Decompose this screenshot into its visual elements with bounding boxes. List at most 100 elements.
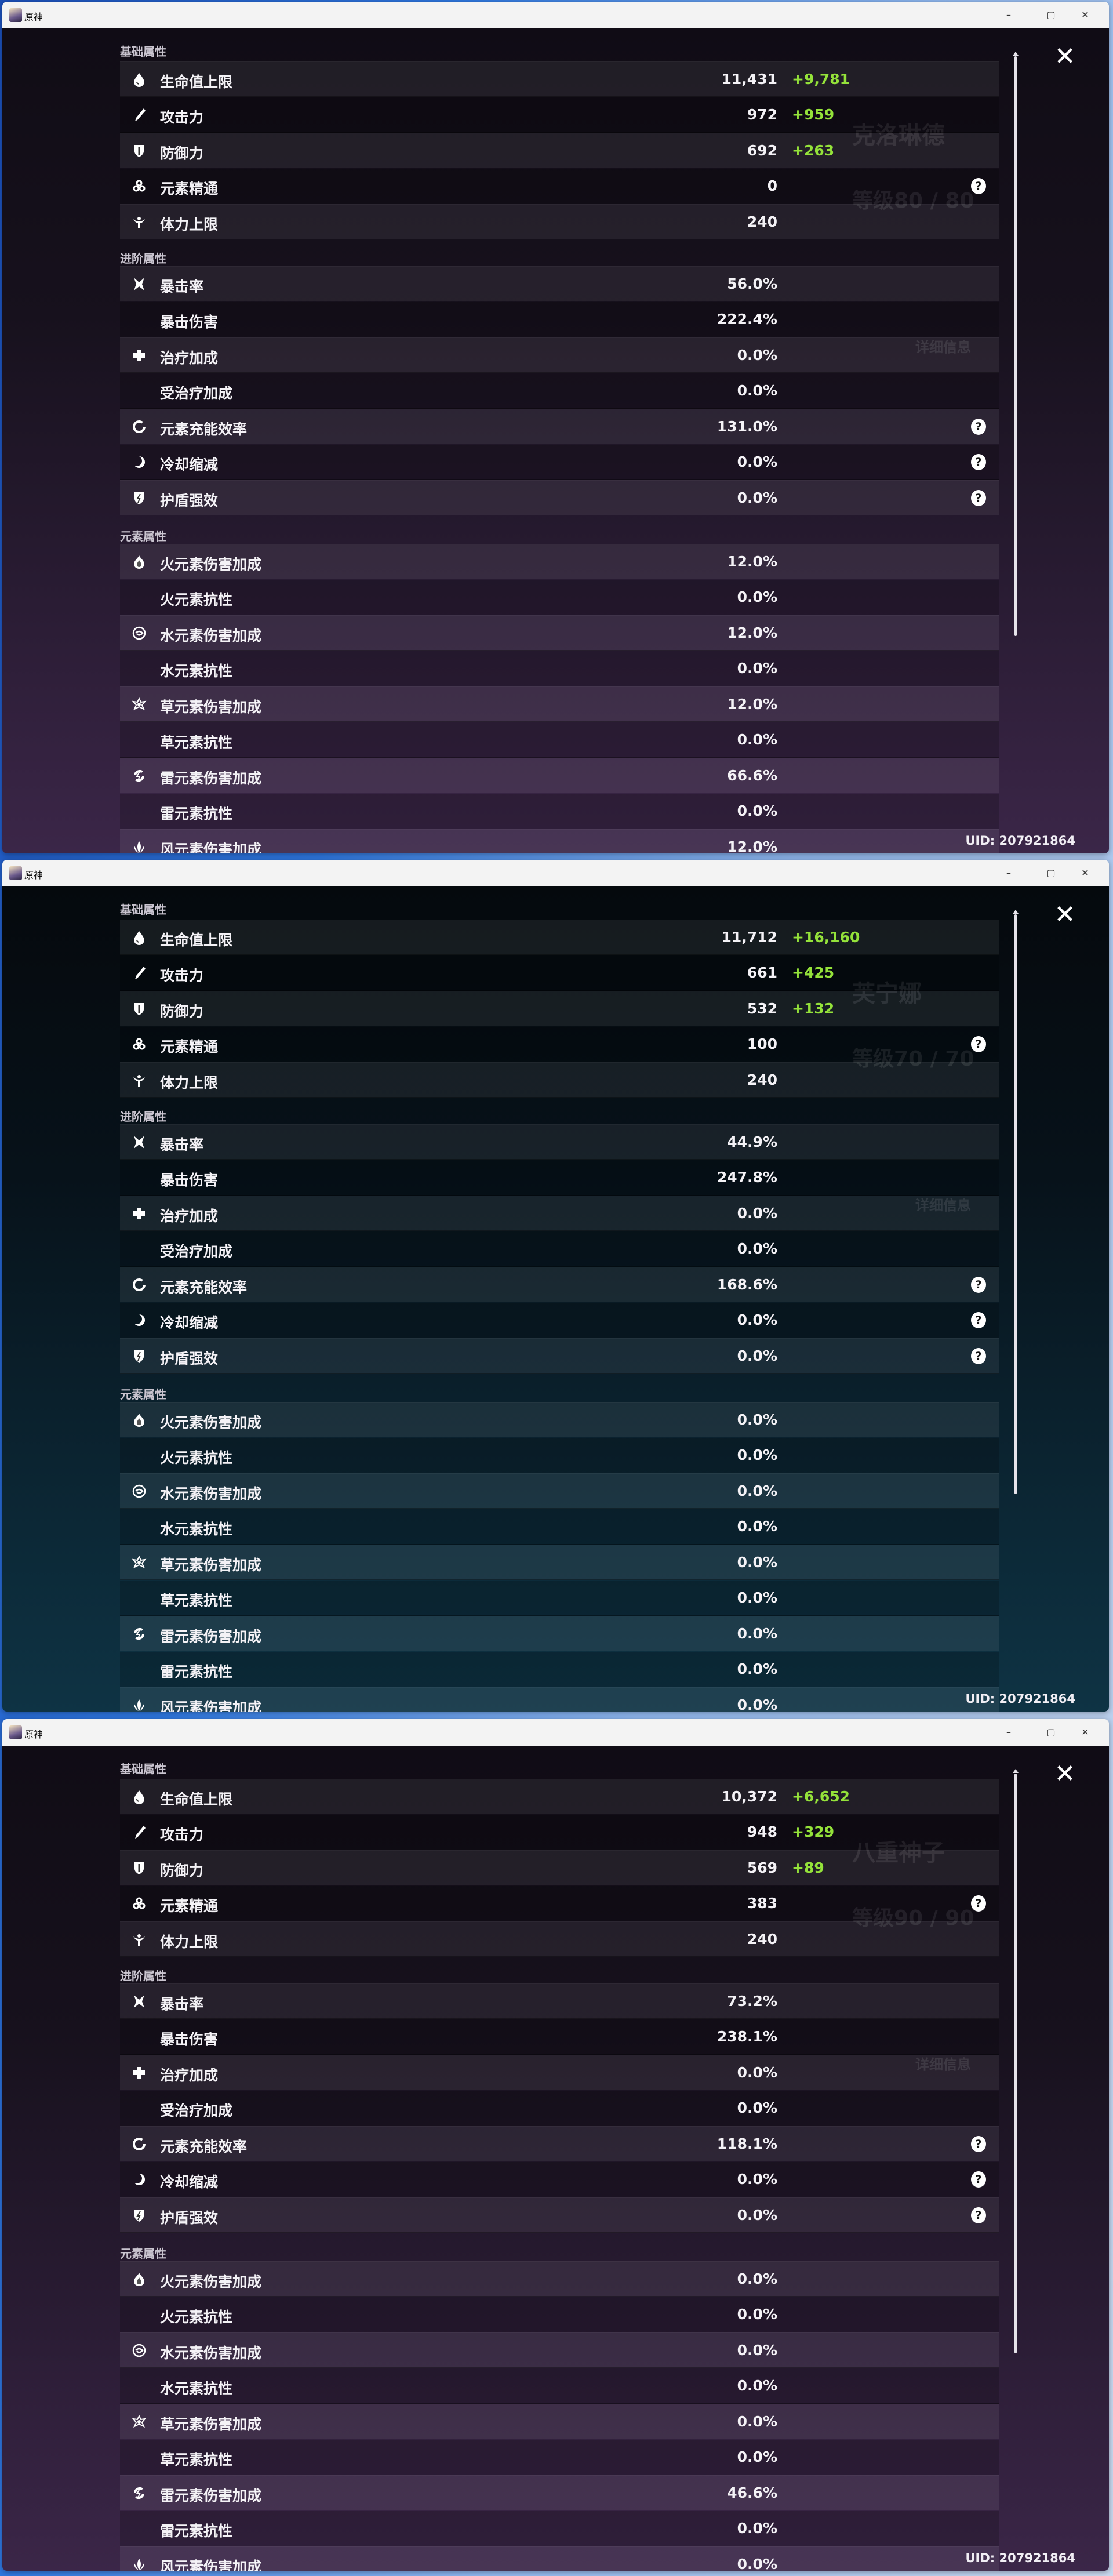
stat-row[interactable]: 雷元素抗性 0.0% — [120, 1651, 999, 1687]
stat-row[interactable]: 水元素伤害加成 0.0% — [120, 2332, 999, 2368]
help-icon[interactable]: ? — [971, 1895, 986, 1912]
stat-row[interactable]: 体力上限 240 — [120, 1062, 999, 1098]
stat-row[interactable]: 攻击力 661 +425 — [120, 955, 999, 991]
close-window-button[interactable]: ✕ — [1081, 1727, 1089, 1738]
stat-row[interactable]: 元素精通 383? — [120, 1885, 999, 1921]
stat-row[interactable]: 元素精通 100? — [120, 1026, 999, 1062]
stat-row[interactable]: 草元素伤害加成 12.0% — [120, 686, 999, 722]
stat-row[interactable]: 元素充能效率 131.0%? — [120, 409, 999, 444]
stat-row[interactable]: 暴击伤害 222.4% — [120, 301, 999, 337]
stat-row[interactable]: 风元素伤害加成 12.0% — [120, 829, 999, 853]
scrollbar[interactable] — [1013, 1769, 1019, 2353]
title-bar[interactable]: 原神 – ▢ ✕ — [2, 860, 1109, 886]
close-panel-icon[interactable]: ✕ — [1054, 42, 1076, 71]
stat-row[interactable]: 冷却缩减 0.0%? — [120, 2161, 999, 2197]
close-panel-icon[interactable]: ✕ — [1054, 1759, 1076, 1789]
stat-row[interactable]: 防御力 692 +263 — [120, 133, 999, 168]
stat-row[interactable]: 雷元素抗性 0.0% — [120, 2510, 999, 2546]
close-panel-icon[interactable]: ✕ — [1054, 900, 1076, 929]
stat-row[interactable]: 雷元素伤害加成 66.6% — [120, 758, 999, 793]
help-icon[interactable]: ? — [971, 2207, 986, 2223]
stat-row[interactable]: 暴击伤害 247.8% — [120, 1160, 999, 1196]
help-icon[interactable]: ? — [971, 419, 986, 435]
stat-row[interactable]: 元素充能效率 118.1%? — [120, 2126, 999, 2161]
stat-row[interactable]: 火元素伤害加成 0.0% — [120, 2261, 999, 2297]
close-window-button[interactable]: ✕ — [1081, 9, 1089, 20]
stat-row[interactable]: 攻击力 972 +959 — [120, 97, 999, 133]
stat-row[interactable]: 体力上限 240 — [120, 204, 999, 239]
close-window-button[interactable]: ✕ — [1081, 867, 1089, 878]
stat-row[interactable]: 受治疗加成 0.0% — [120, 373, 999, 409]
scrollbar[interactable] — [1013, 52, 1019, 636]
help-icon[interactable]: ? — [971, 2136, 986, 2152]
stat-row[interactable]: 生命值上限 10,372 +6,652 — [120, 1779, 999, 1814]
stat-row[interactable]: 防御力 532 +132 — [120, 991, 999, 1026]
stat-row[interactable]: 水元素抗性 0.0% — [120, 1509, 999, 1545]
maximize-button[interactable]: ▢ — [1046, 867, 1056, 878]
stat-row[interactable]: 火元素抗性 0.0% — [120, 1437, 999, 1473]
stat-row[interactable]: 火元素伤害加成 12.0% — [120, 544, 999, 579]
stat-row[interactable]: 生命值上限 11,431 +9,781 — [120, 61, 999, 97]
stat-row[interactable]: 风元素伤害加成 0.0% — [120, 2546, 999, 2571]
stat-label: 草元素抗性 — [160, 733, 233, 751]
stat-row[interactable]: 生命值上限 11,712 +16,160 — [120, 920, 999, 955]
stat-row[interactable]: 受治疗加成 0.0% — [120, 2090, 999, 2126]
stat-value: 692 — [747, 142, 777, 159]
stat-row[interactable]: 水元素伤害加成 0.0% — [120, 1473, 999, 1509]
stat-row[interactable]: 治疗加成 0.0% — [120, 1196, 999, 1231]
stat-row[interactable]: 治疗加成 0.0% — [120, 337, 999, 373]
stat-row[interactable]: 暴击率 73.2% — [120, 1983, 999, 2019]
details-button[interactable]: 详细信息 — [915, 2057, 971, 2073]
stat-row[interactable]: 护盾强效 0.0%? — [120, 480, 999, 515]
details-button[interactable]: 详细信息 — [915, 1197, 971, 1213]
stat-row[interactable]: 元素充能效率 168.6%? — [120, 1267, 999, 1302]
stat-row[interactable]: 水元素抗性 0.0% — [120, 2368, 999, 2404]
stat-row[interactable]: 火元素抗性 0.0% — [120, 579, 999, 615]
stat-row[interactable]: 元素精通 0? — [120, 168, 999, 204]
title-bar[interactable]: 原神 – ▢ ✕ — [2, 2, 1109, 28]
stat-row[interactable]: 冷却缩减 0.0%? — [120, 444, 999, 480]
stat-row[interactable]: 草元素伤害加成 0.0% — [120, 2404, 999, 2439]
title-bar[interactable]: 原神 – ▢ ✕ — [2, 1719, 1109, 1746]
details-button[interactable]: 详细信息 — [915, 339, 971, 355]
app-icon — [9, 8, 22, 22]
maximize-button[interactable]: ▢ — [1046, 1727, 1056, 1738]
stat-row[interactable]: 雷元素伤害加成 0.0% — [120, 1616, 999, 1651]
stat-row[interactable]: 雷元素抗性 0.0% — [120, 793, 999, 829]
help-icon[interactable]: ? — [971, 1311, 986, 1328]
stat-row[interactable]: 水元素伤害加成 12.0% — [120, 615, 999, 651]
stat-row[interactable]: 风元素伤害加成 0.0% — [120, 1687, 999, 1712]
help-icon[interactable]: ? — [971, 490, 986, 506]
help-icon[interactable]: ? — [971, 1277, 986, 1293]
stat-row[interactable]: 火元素抗性 0.0% — [120, 2297, 999, 2332]
stat-row[interactable]: 护盾强效 0.0%? — [120, 2197, 999, 2233]
stat-row[interactable]: 攻击力 948 +329 — [120, 1814, 999, 1850]
stat-row[interactable]: 冷却缩减 0.0%? — [120, 1302, 999, 1338]
stat-row[interactable]: 水元素抗性 0.0% — [120, 651, 999, 686]
stat-row[interactable]: 草元素伤害加成 0.0% — [120, 1545, 999, 1580]
help-icon[interactable]: ? — [971, 453, 986, 470]
stat-row[interactable]: 治疗加成 0.0% — [120, 2055, 999, 2090]
stat-row[interactable]: 火元素伤害加成 0.0% — [120, 1402, 999, 1437]
minimize-button[interactable]: – — [1006, 867, 1011, 878]
minimize-button[interactable]: – — [1006, 1727, 1011, 1738]
stat-row[interactable]: 草元素抗性 0.0% — [120, 1580, 999, 1616]
attributes-panel: 芙宁娜 等级70 / 70 详细信息 基础属性 生命值上限 11,712 +16,160 攻击… — [2, 886, 1109, 1712]
scrollbar[interactable] — [1013, 910, 1019, 1494]
stat-row[interactable]: 体力上限 240 — [120, 1921, 999, 1957]
stat-row[interactable]: 草元素抗性 0.0% — [120, 2439, 999, 2475]
help-icon[interactable]: ? — [971, 177, 986, 194]
stat-row[interactable]: 受治疗加成 0.0% — [120, 1231, 999, 1267]
stat-row[interactable]: 雷元素伤害加成 46.6% — [120, 2475, 999, 2510]
help-icon[interactable]: ? — [971, 1348, 986, 1364]
stat-row[interactable]: 暴击率 56.0% — [120, 266, 999, 301]
stat-row[interactable]: 护盾强效 0.0%? — [120, 1338, 999, 1374]
help-icon[interactable]: ? — [971, 2171, 986, 2188]
stat-row[interactable]: 防御力 569 +89 — [120, 1850, 999, 1885]
stat-row[interactable]: 草元素抗性 0.0% — [120, 722, 999, 758]
stat-row[interactable]: 暴击率 44.9% — [120, 1124, 999, 1160]
help-icon[interactable]: ? — [971, 1036, 986, 1052]
stat-row[interactable]: 暴击伤害 238.1% — [120, 2019, 999, 2055]
maximize-button[interactable]: ▢ — [1046, 9, 1056, 20]
minimize-button[interactable]: – — [1006, 9, 1011, 20]
